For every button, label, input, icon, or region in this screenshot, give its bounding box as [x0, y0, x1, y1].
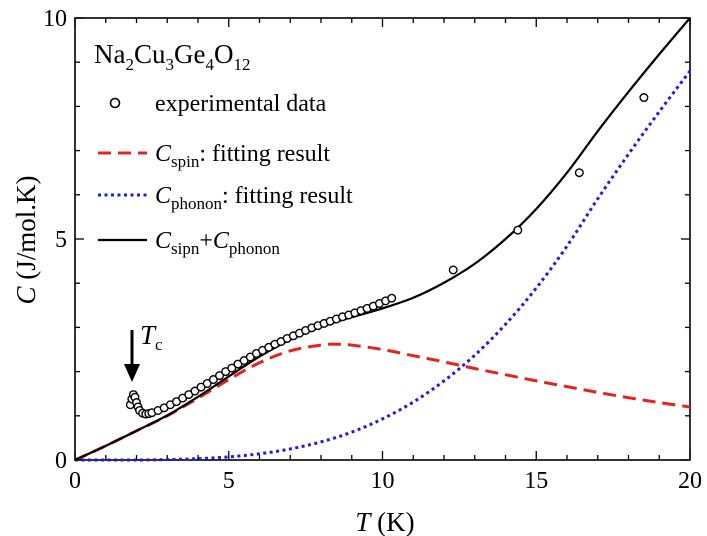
experimental-point — [227, 363, 237, 373]
legend-item-spin: Cspin: fitting result — [98, 141, 330, 171]
experimental-point — [208, 375, 218, 385]
legend-item-experimental: experimental data — [109, 91, 327, 117]
tc-label: Tc — [140, 320, 163, 354]
x-tick-label: 5 — [223, 468, 235, 494]
x-axis-title: T (K) — [355, 507, 414, 536]
experimental-point — [387, 293, 397, 303]
y-axis-title: C (J/mol.K) — [11, 175, 41, 304]
x-tick-label: 0 — [69, 468, 81, 494]
axis-ticks: 0 5 10 15 20 0 5 10 — [43, 6, 702, 494]
legend-marker-circle — [109, 97, 121, 109]
phonon-fit-line — [74, 70, 692, 462]
experimental-points — [125, 93, 649, 419]
x-tick-label: 20 — [678, 468, 702, 494]
legend-label-phonon: Cphonon: fitting result — [155, 183, 353, 213]
legend: experimental data Cspin: fitting result … — [98, 91, 353, 258]
series-curves — [74, 17, 692, 462]
x-tick-label: 10 — [371, 468, 395, 494]
y-tick-label: 10 — [43, 6, 67, 32]
experimental-point — [215, 371, 225, 381]
x-tick-label: 15 — [524, 468, 548, 494]
legend-label-sum: Csipn+Cphonon — [155, 228, 280, 258]
y-tick-label: 5 — [55, 227, 67, 253]
chart-title: Na2Cu3Ge4O12 — [94, 39, 250, 74]
legend-item-sum: Csipn+Cphonon — [98, 228, 280, 258]
legend-item-phonon: Cphonon: fitting result — [98, 183, 353, 213]
tc-annotation: Tc — [124, 320, 163, 382]
experimental-point — [513, 225, 523, 235]
total-fit-line — [74, 17, 691, 461]
experimental-point — [202, 379, 212, 389]
experimental-point — [574, 168, 584, 178]
tc-arrow-head — [124, 364, 140, 382]
legend-label-spin: Cspin: fitting result — [155, 141, 330, 171]
experimental-point — [448, 265, 458, 275]
experimental-point — [639, 93, 649, 103]
experimental-point — [190, 386, 200, 396]
y-tick-label: 0 — [55, 448, 67, 474]
legend-label-experimental: experimental data — [155, 91, 327, 117]
